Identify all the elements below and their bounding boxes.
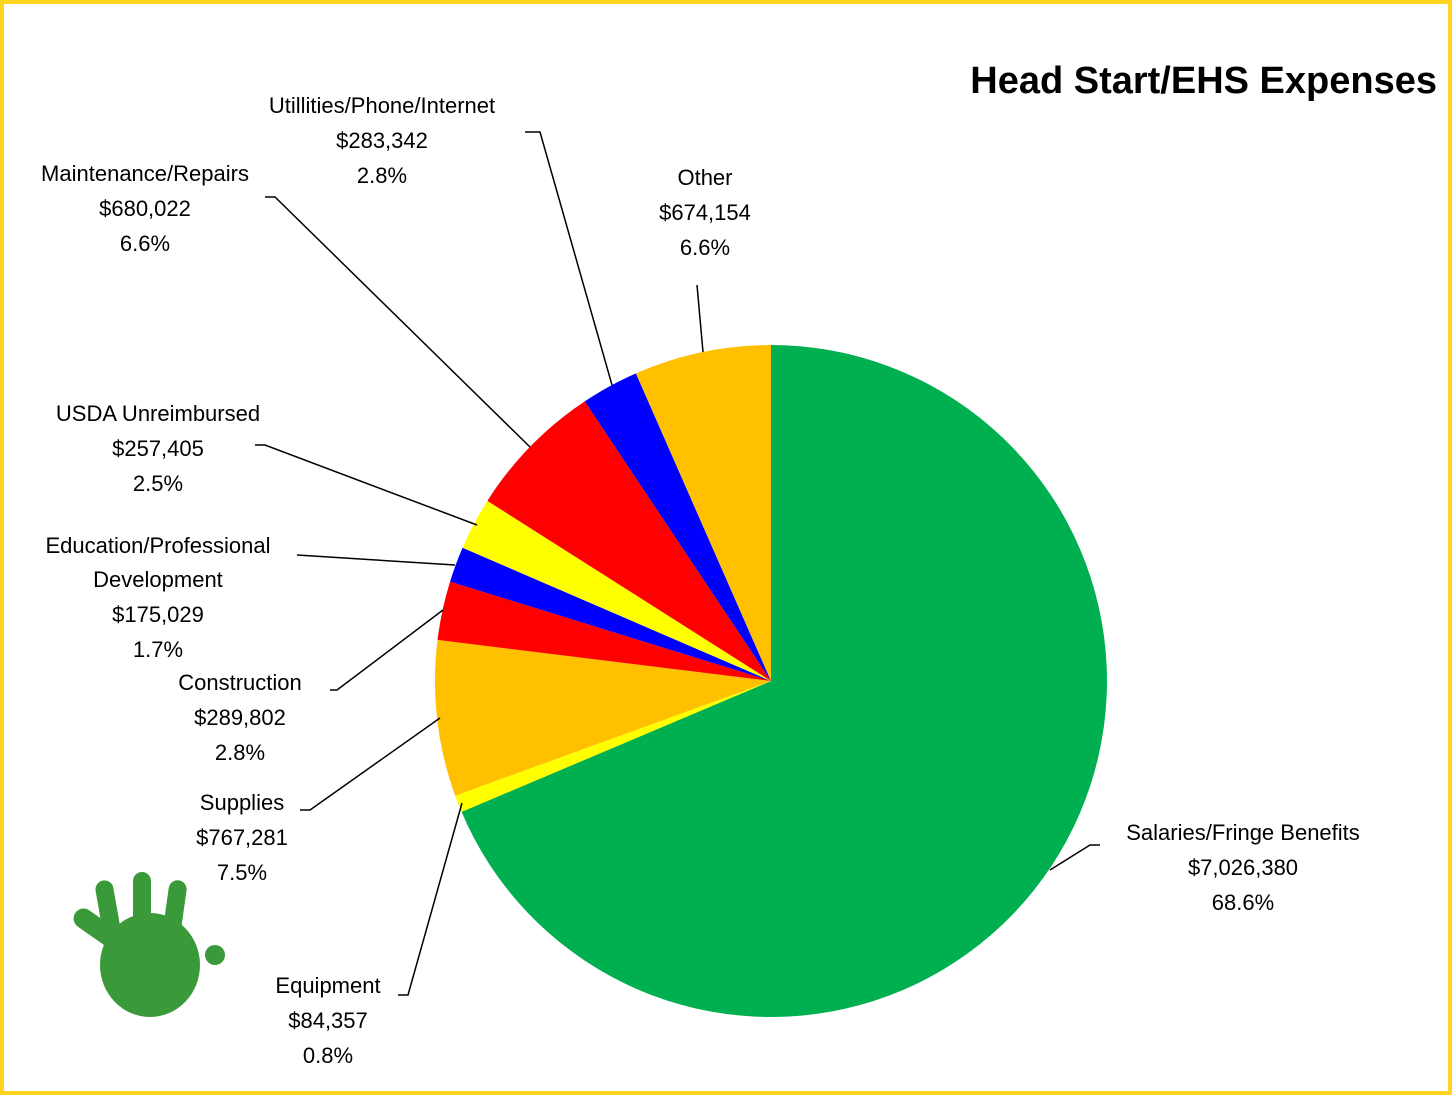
slice-label: Equipment $84,357 0.8% (275, 968, 380, 1073)
category-label: Maintenance/Repairs (41, 161, 249, 186)
pie-slice (437, 581, 771, 681)
pie-slice (462, 500, 771, 681)
leader-line (696, 284, 704, 353)
category-label: Construction (178, 670, 302, 695)
category-label: Equipment (275, 973, 381, 998)
slice-label: Utillities/Phone/Internet $283,342 2.8% (269, 88, 495, 193)
percent-label: 2.8% (214, 740, 266, 765)
leader-line (1049, 844, 1100, 871)
slice-label: Salaries/Fringe Benefits $7,026,380 68.6% (1126, 815, 1360, 920)
leader-line (300, 717, 441, 811)
leader-line (330, 609, 444, 691)
percent-label: 2.8% (356, 163, 408, 188)
leader-line (265, 196, 531, 448)
pie-slice (584, 373, 771, 681)
percent-label: 6.6% (119, 231, 171, 256)
pie-slice (450, 547, 771, 681)
value-label: $175,029 (112, 602, 204, 627)
leader-line (255, 444, 478, 526)
value-label: $7,026,380 (1187, 855, 1299, 880)
percent-label: 6.6% (679, 235, 731, 260)
leader-line (296, 554, 456, 566)
leader-line (398, 802, 463, 996)
value-label: $680,022 (99, 196, 191, 221)
value-label: $257,405 (112, 436, 204, 461)
percent-label: 0.8% (302, 1043, 354, 1068)
percent-label: 2.5% (132, 471, 184, 496)
pie-slice (455, 681, 771, 812)
leader-line (525, 131, 613, 386)
category-label: Utillities/Phone/Internet (268, 93, 496, 118)
value-label: $84,357 (288, 1008, 368, 1033)
chart-title: Head Start/EHS Expenses (970, 60, 1437, 102)
category-label: Supplies (199, 790, 285, 815)
value-label: $289,802 (194, 705, 286, 730)
category-label: USDA Unreimbursed (55, 401, 261, 426)
category-label: Education/Professional Development (45, 533, 271, 592)
pie-slice (635, 345, 771, 681)
percent-label: 68.6% (1211, 890, 1275, 915)
slice-label: USDA Unreimbursed $257,405 2.5% (56, 396, 260, 501)
value-label: $283,342 (336, 128, 428, 153)
pie-slice (461, 345, 1107, 1018)
slice-label: Other $674,154 6.6% (659, 160, 751, 265)
pie-slice (435, 639, 771, 796)
category-label: Other (677, 165, 733, 190)
slice-label: Maintenance/Repairs $680,022 6.6% (41, 156, 249, 261)
percent-label: 7.5% (216, 860, 268, 885)
percent-label: 1.7% (132, 637, 184, 662)
value-label: $674,154 (659, 200, 751, 225)
value-label: $767,281 (196, 825, 288, 850)
slice-label: Construction $289,802 2.8% (178, 665, 302, 770)
pie-slice (487, 401, 771, 681)
category-label: Salaries/Fringe Benefits (1126, 820, 1360, 845)
slice-label: Supplies $767,281 7.5% (196, 785, 288, 890)
hand-icon (73, 872, 225, 1017)
slice-label: Education/Professional Development $175,0… (13, 529, 303, 667)
